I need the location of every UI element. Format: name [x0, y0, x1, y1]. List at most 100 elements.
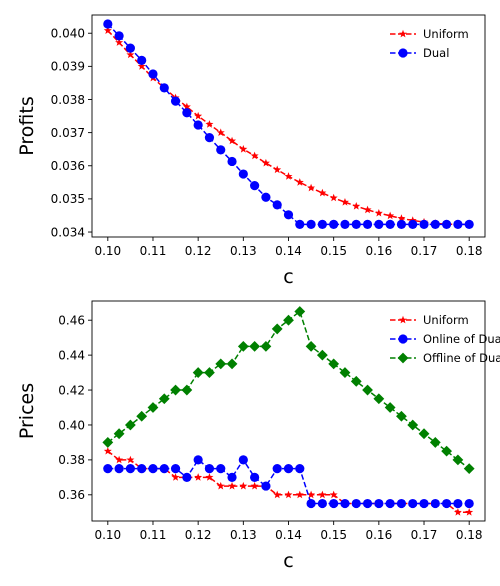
y-tick-label: 0.034	[51, 225, 85, 239]
data-point	[193, 120, 203, 130]
data-point	[362, 384, 373, 396]
data-point	[215, 358, 227, 370]
data-point	[373, 393, 385, 405]
data-point	[272, 464, 282, 474]
data-point	[374, 219, 384, 230]
data-point	[408, 498, 418, 509]
data-point	[340, 498, 350, 509]
x-axis-label: c	[283, 550, 293, 572]
legend-label: Offline of Dual	[423, 351, 500, 365]
data-point	[170, 384, 181, 396]
y-tick-label: 0.037	[51, 126, 85, 140]
series-online-of-dual	[103, 455, 474, 509]
data-point	[137, 464, 147, 474]
data-point	[239, 481, 248, 490]
data-point	[307, 490, 316, 499]
data-point	[295, 178, 304, 186]
data-point	[205, 473, 214, 481]
x-tick-label: 0.18	[456, 244, 483, 258]
data-point	[386, 211, 395, 220]
data-point	[261, 481, 271, 491]
x-tick-label: 0.16	[365, 528, 392, 542]
data-point	[352, 201, 361, 210]
y-tick-label: 0.040	[51, 27, 85, 41]
data-point	[239, 144, 248, 153]
x-tick-label: 0.17	[411, 244, 438, 258]
x-tick-label: 0.18	[456, 528, 483, 542]
data-point	[170, 96, 181, 106]
data-point	[273, 490, 282, 499]
data-point	[115, 455, 124, 464]
x-tick-label: 0.17	[411, 528, 438, 542]
prices-chart: 0.10 0.11 0.12 0.13 0.14 0.15 0.16 0.17 0.18 0.36…	[16, 300, 500, 572]
data-point	[273, 165, 282, 174]
data-point	[216, 481, 225, 490]
data-point	[316, 349, 328, 361]
data-point	[463, 463, 475, 475]
data-point	[396, 498, 407, 509]
data-point	[103, 26, 112, 34]
data-point	[374, 208, 383, 217]
x-tick-label: 0.12	[185, 244, 212, 258]
data-point	[125, 464, 135, 474]
data-point	[283, 210, 294, 220]
data-point	[442, 498, 452, 509]
data-point	[396, 410, 407, 422]
y-tick-label: 0.035	[51, 192, 85, 206]
data-point	[441, 445, 453, 457]
legend-label: Online of Dual	[423, 332, 500, 346]
x-tick-label: 0.11	[140, 528, 167, 542]
x-tick-label: 0.13	[230, 528, 257, 542]
data-point	[430, 219, 440, 230]
data-point	[250, 481, 259, 490]
data-point	[328, 358, 340, 370]
data-point	[194, 473, 203, 481]
data-point	[283, 464, 294, 474]
x-tick-label: 0.14	[275, 244, 302, 258]
data-point	[317, 219, 327, 230]
y-tick-label: 0.036	[51, 159, 85, 173]
data-point	[295, 490, 304, 499]
data-point	[113, 428, 125, 440]
data-point	[329, 193, 338, 202]
data-point	[362, 219, 373, 230]
data-point	[204, 132, 215, 143]
data-point	[137, 55, 147, 65]
data-point	[237, 340, 249, 352]
data-point	[329, 490, 338, 499]
data-point	[329, 219, 339, 230]
data-point	[249, 340, 261, 352]
data-point	[464, 219, 474, 230]
data-point	[182, 102, 191, 111]
series-dual	[103, 19, 474, 230]
data-point	[419, 219, 429, 230]
y-tick-label: 0.40	[58, 418, 85, 432]
x-tick-label: 0.15	[320, 528, 347, 542]
data-point	[317, 498, 327, 509]
data-point	[442, 219, 452, 230]
legend-entry: Offline of Dual	[390, 351, 500, 365]
legend: Uniform Online of Dual Offline of Dual	[390, 313, 500, 365]
data-point	[182, 108, 192, 118]
y-axis-label: Prices	[16, 383, 38, 439]
data-point	[192, 367, 204, 378]
data-point	[284, 490, 293, 499]
data-point	[102, 437, 114, 448]
data-point	[216, 145, 226, 155]
data-point	[103, 464, 113, 474]
data-point	[453, 498, 463, 509]
data-point	[418, 428, 430, 440]
data-point	[238, 169, 248, 179]
legend-label: Uniform	[423, 27, 469, 41]
data-point	[227, 156, 237, 167]
data-point	[284, 172, 293, 180]
x-tick-label: 0.11	[140, 244, 167, 258]
data-point	[228, 481, 237, 490]
legend-label: Uniform	[423, 313, 469, 327]
data-point	[351, 498, 361, 509]
data-point	[228, 136, 237, 145]
data-point	[329, 498, 339, 509]
data-point	[363, 205, 372, 214]
legend-entry: Uniform	[390, 27, 469, 41]
